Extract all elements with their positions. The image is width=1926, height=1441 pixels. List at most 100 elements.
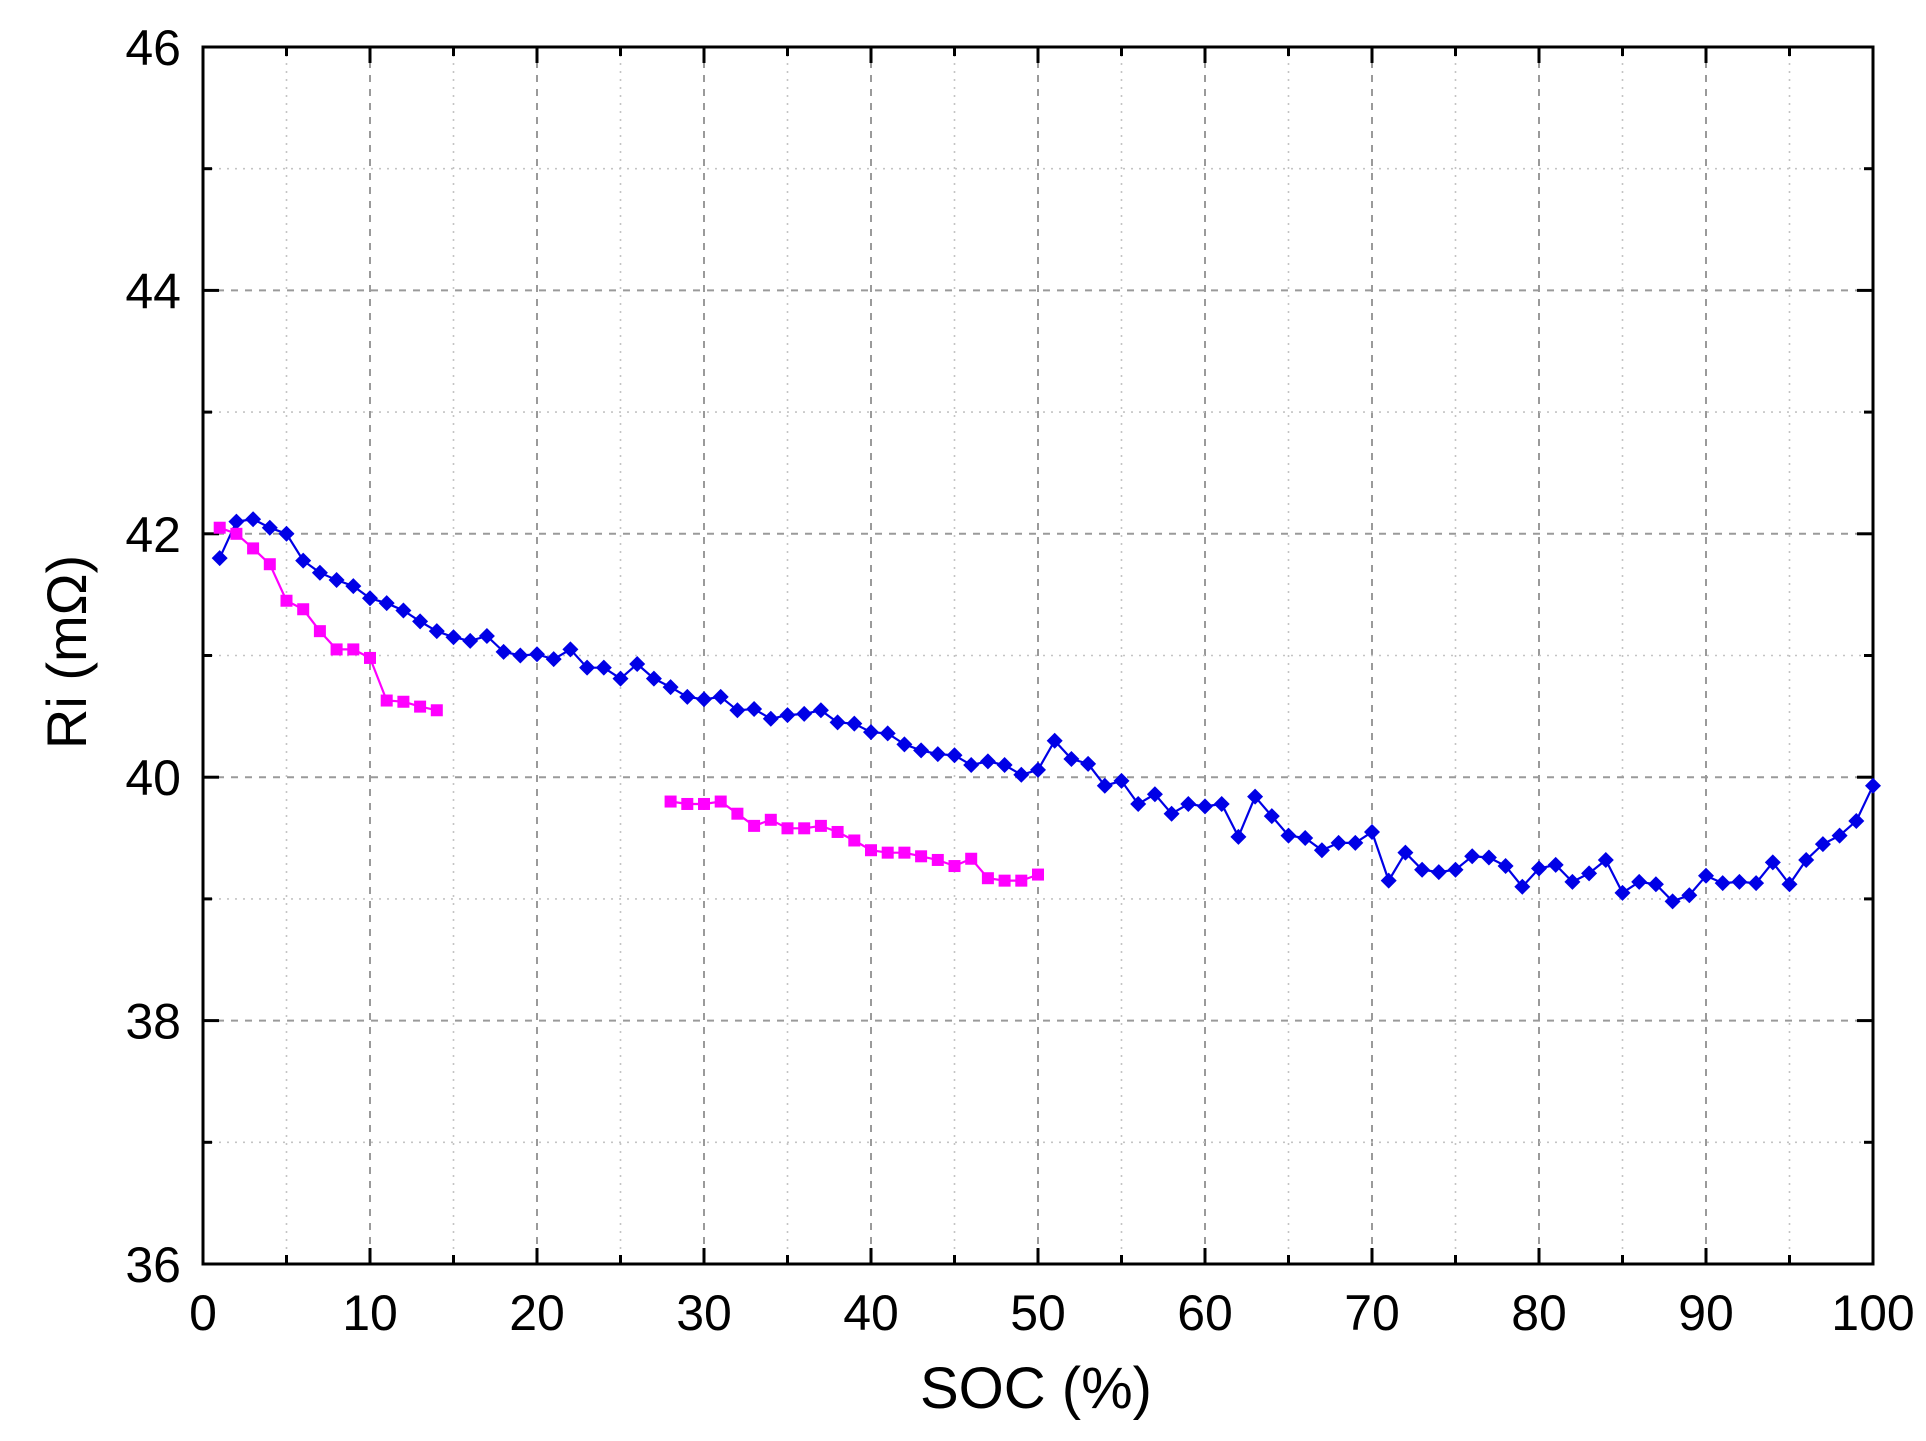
x-tick-label: 20 bbox=[509, 1285, 565, 1341]
data-point-square bbox=[714, 795, 727, 808]
data-point-diamond bbox=[1647, 876, 1664, 893]
data-point-diamond bbox=[1814, 836, 1831, 853]
data-point-diamond bbox=[645, 670, 662, 687]
data-point-diamond bbox=[712, 688, 729, 705]
x-tick-label: 50 bbox=[1010, 1285, 1066, 1341]
data-point-diamond bbox=[1330, 834, 1347, 851]
data-point-diamond bbox=[1130, 795, 1147, 812]
data-point-diamond bbox=[1614, 884, 1631, 901]
data-point-diamond bbox=[1731, 873, 1748, 890]
series-layer bbox=[211, 511, 1881, 910]
data-point-square bbox=[313, 625, 326, 638]
data-point-diamond bbox=[1297, 830, 1314, 847]
data-point-square bbox=[865, 844, 877, 857]
data-point-diamond bbox=[612, 670, 629, 687]
data-point-square bbox=[280, 594, 293, 607]
x-tick-label: 80 bbox=[1511, 1285, 1567, 1341]
data-point-square bbox=[1032, 868, 1044, 881]
data-point-diamond bbox=[1280, 827, 1297, 844]
data-point-diamond bbox=[1865, 777, 1881, 794]
x-tick-label: 30 bbox=[676, 1285, 732, 1341]
data-point-square bbox=[664, 795, 677, 808]
data-point-diamond bbox=[1146, 786, 1163, 803]
series-line bbox=[218, 518, 1874, 903]
data-point-diamond bbox=[261, 519, 278, 536]
data-point-diamond bbox=[1714, 875, 1731, 892]
tick-labels: 0 10 20 30 40 50 60 70 80 90 100 36 38 40 42 44 46 bbox=[125, 20, 1914, 1341]
y-tick-label: 46 bbox=[125, 20, 181, 76]
data-point-diamond bbox=[529, 646, 545, 663]
x-tick-label: 0 bbox=[189, 1285, 217, 1341]
data-point-square bbox=[213, 521, 226, 534]
grid bbox=[203, 47, 1873, 1264]
data-point-diamond bbox=[662, 679, 679, 696]
data-point-diamond bbox=[796, 705, 813, 722]
data-point-diamond bbox=[1380, 872, 1397, 889]
data-point-diamond bbox=[512, 647, 529, 664]
data-point-diamond bbox=[311, 564, 328, 581]
data-point-square bbox=[731, 807, 744, 820]
data-point-diamond bbox=[829, 714, 846, 731]
series-1 bbox=[211, 511, 1881, 910]
data-point-diamond bbox=[1313, 842, 1330, 859]
x-tick-label: 40 bbox=[843, 1285, 899, 1341]
data-point-diamond bbox=[1681, 887, 1698, 904]
data-point-diamond bbox=[729, 702, 746, 719]
data-point-diamond bbox=[879, 725, 896, 742]
data-point-diamond bbox=[1447, 861, 1464, 878]
data-point-diamond bbox=[579, 659, 596, 676]
data-point-square bbox=[915, 850, 928, 863]
data-point-diamond bbox=[812, 702, 829, 719]
data-point-square bbox=[698, 797, 710, 810]
data-point-diamond bbox=[1764, 854, 1781, 871]
y-tick-label: 36 bbox=[125, 1237, 181, 1293]
data-point-diamond bbox=[1247, 788, 1264, 805]
data-point-diamond bbox=[345, 578, 362, 595]
data-point-diamond bbox=[378, 595, 395, 612]
data-point-diamond bbox=[1180, 795, 1197, 812]
data-point-diamond bbox=[1848, 813, 1865, 830]
y-tick-label: 42 bbox=[125, 507, 181, 563]
data-point-square bbox=[881, 846, 894, 859]
data-point-square bbox=[364, 651, 376, 664]
data-point-diamond bbox=[1197, 798, 1213, 815]
data-point-diamond bbox=[746, 701, 763, 718]
data-point-square bbox=[347, 643, 360, 656]
data-point-square bbox=[397, 695, 410, 708]
data-point-diamond bbox=[1397, 844, 1414, 861]
data-point-diamond bbox=[1581, 865, 1598, 882]
data-point-diamond bbox=[1430, 864, 1447, 881]
x-tick-label: 60 bbox=[1177, 1285, 1233, 1341]
data-point-diamond bbox=[228, 513, 245, 530]
data-point-square bbox=[998, 874, 1011, 887]
data-point-diamond bbox=[1514, 878, 1531, 895]
data-point-diamond bbox=[1698, 867, 1714, 884]
data-point-diamond bbox=[1631, 873, 1648, 890]
data-point-diamond bbox=[1046, 732, 1063, 749]
data-point-square bbox=[965, 852, 978, 865]
data-point-diamond bbox=[595, 659, 612, 676]
data-point-diamond bbox=[1063, 750, 1080, 767]
data-point-diamond bbox=[1113, 772, 1130, 789]
x-tick-label: 100 bbox=[1831, 1285, 1914, 1341]
data-point-square bbox=[1015, 874, 1028, 887]
x-axis-title: SOC (%) bbox=[920, 1356, 1152, 1421]
data-point-square bbox=[898, 846, 911, 859]
data-point-diamond bbox=[1364, 823, 1380, 840]
y-tick-label: 38 bbox=[125, 994, 181, 1050]
data-point-diamond bbox=[1163, 805, 1180, 822]
data-point-square bbox=[931, 853, 944, 866]
data-point-diamond bbox=[295, 552, 312, 569]
y-tick-label: 44 bbox=[125, 263, 181, 319]
data-point-diamond bbox=[1497, 858, 1514, 875]
y-tick-label: 40 bbox=[125, 750, 181, 806]
data-point-diamond bbox=[1781, 876, 1798, 893]
data-point-square bbox=[263, 558, 276, 571]
data-point-square bbox=[297, 603, 310, 616]
data-point-diamond bbox=[1230, 828, 1247, 845]
data-point-diamond bbox=[545, 651, 562, 668]
data-point-square bbox=[230, 527, 243, 540]
data-point-diamond bbox=[1030, 761, 1046, 778]
data-point-diamond bbox=[245, 511, 262, 528]
